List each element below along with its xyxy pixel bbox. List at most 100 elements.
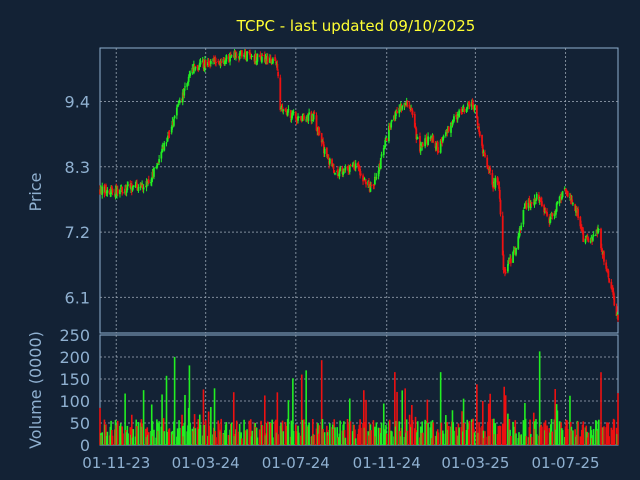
volume-bar (551, 431, 554, 445)
volume-bar (282, 431, 285, 445)
price-candle-body (558, 196, 561, 204)
price-candle-body (481, 144, 484, 154)
price-candle-body (342, 169, 345, 174)
volume-bar (494, 423, 497, 445)
price-candle-body (396, 111, 398, 114)
price-candle-body (239, 51, 242, 55)
price-candle-body (425, 137, 428, 143)
volume-bar (184, 394, 186, 445)
price-candle-body (462, 107, 465, 109)
price-candle-body (538, 198, 541, 202)
price-candle-body (430, 137, 433, 141)
price-candle-body (240, 50, 243, 57)
price-candle-body (476, 116, 479, 126)
price-candle-body (406, 100, 409, 107)
volume-bar (439, 372, 442, 445)
price-candle-body (325, 147, 328, 157)
price-candle-body (362, 179, 365, 181)
price-candle-body (560, 196, 563, 200)
price-candle-body (390, 119, 393, 122)
price-candle-body (413, 114, 416, 127)
price-candle-body (187, 76, 190, 82)
price-candle-body (441, 140, 444, 143)
x-tick-label: 01-03-25 (441, 454, 509, 472)
price-candle-body (156, 163, 159, 166)
price-candle-body (380, 154, 383, 157)
price-candle-body (218, 61, 220, 65)
volume-y-tick: 100 (59, 392, 90, 411)
volume-bar (349, 421, 352, 445)
price-candle-body (312, 113, 315, 120)
price-candle-body (199, 61, 202, 65)
price-candle-body (160, 152, 163, 159)
volume-bar (529, 419, 531, 445)
volume-bar (427, 422, 429, 445)
price-candle-body (478, 126, 480, 132)
price-candle-body (334, 172, 336, 175)
volume-bar (554, 389, 556, 445)
price-candle-body (122, 192, 124, 194)
price-candle-body (610, 281, 613, 289)
volume-bar (165, 375, 168, 445)
price-candle-body (422, 143, 424, 146)
price-candle-body (411, 110, 414, 115)
volume-bar (394, 372, 396, 445)
price-candle-body (555, 203, 558, 212)
volume-bar (380, 422, 383, 445)
price-candle-body (507, 261, 510, 264)
price-candle-body (540, 201, 543, 207)
price-candle-body (119, 190, 121, 195)
volume-bar (111, 435, 114, 445)
price-candle-body (523, 207, 526, 209)
price-candle-body (409, 109, 412, 111)
price-candle-body (196, 65, 199, 69)
price-candle-body (163, 143, 166, 151)
price-candle-body (166, 137, 169, 142)
volume-bar (336, 427, 339, 445)
price-candle-body (269, 57, 272, 59)
price-candle-body (597, 229, 600, 231)
price-candle-body (178, 100, 181, 103)
price-candle-body (415, 128, 418, 140)
price-candle-body (528, 198, 531, 204)
price-candle-body (482, 151, 485, 155)
price-candle-body (612, 291, 615, 298)
price-candle-body (491, 173, 494, 185)
price-candle-body (287, 109, 290, 111)
volume-y-tick: 50 (70, 414, 90, 433)
price-candle-body (108, 191, 111, 195)
price-candle-body (328, 158, 331, 164)
price-candle-body (214, 57, 217, 63)
volume-bar (145, 428, 147, 445)
volume-bar (572, 430, 574, 445)
price-candle-body (248, 52, 251, 54)
price-candle-body (282, 109, 285, 111)
price-candle-body (126, 185, 129, 191)
price-candle-body (274, 57, 277, 61)
volume-bar (122, 433, 124, 445)
price-candle-body (209, 60, 212, 64)
volume-bar (318, 425, 321, 445)
price-candle-body (260, 56, 263, 63)
volume-bar (462, 398, 465, 445)
price-candle-body (294, 112, 297, 119)
price-candle-body (177, 103, 180, 106)
volume-bar (406, 430, 409, 445)
volume-bar (147, 432, 150, 445)
volume-bar (276, 392, 279, 445)
volume-bars (99, 351, 619, 445)
price-candle-body (447, 126, 450, 132)
price-candle-body (121, 186, 124, 192)
volume-bar (194, 428, 197, 445)
price-candle-body (434, 142, 437, 148)
price-candle-body (170, 126, 173, 133)
price-candle-body (339, 167, 342, 171)
volume-y-tick: 200 (59, 348, 90, 367)
price-candle-body (572, 203, 574, 205)
volume-bar (416, 421, 419, 445)
volume-bar (101, 432, 104, 445)
volume-bar (292, 378, 294, 445)
price-candle-body (320, 133, 323, 143)
price-candle-body (266, 56, 269, 63)
price-candle-body (566, 191, 569, 197)
